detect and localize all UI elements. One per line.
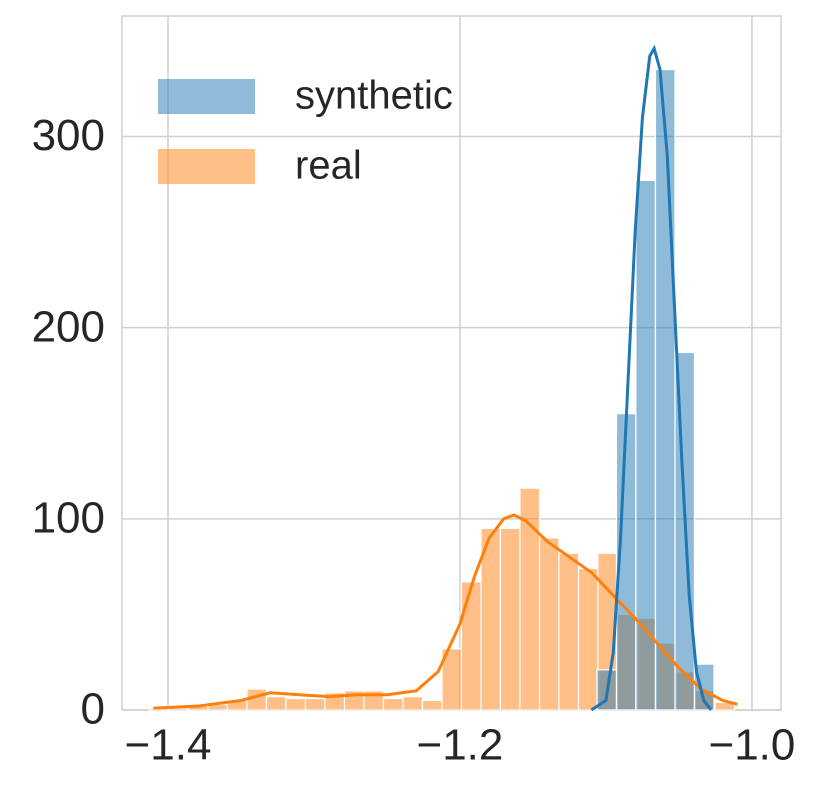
- bar: [285, 697, 307, 711]
- legend-label: synthetic: [295, 74, 453, 118]
- kde-line: [590, 44, 713, 712]
- legend-label: real: [295, 144, 362, 188]
- bar: [265, 696, 287, 711]
- kde-line: [153, 513, 738, 710]
- y-tick-label: 200: [32, 302, 105, 351]
- bar: [577, 567, 599, 711]
- bar: [519, 487, 541, 711]
- bar: [558, 552, 580, 711]
- bar: [402, 696, 424, 711]
- x-tick-label: −1.2: [417, 721, 504, 770]
- x-tick-label: −1.4: [125, 721, 212, 770]
- y-tick-label: 100: [32, 493, 105, 542]
- bar: [304, 697, 326, 711]
- y-tick-label: 300: [32, 111, 105, 160]
- bar: [421, 699, 443, 711]
- bar: [654, 68, 676, 711]
- x-tick-label: −1.0: [709, 721, 796, 770]
- bar: [382, 697, 404, 711]
- bar: [499, 527, 521, 711]
- legend-swatch: [158, 79, 255, 114]
- bar: [538, 537, 560, 711]
- bar: [460, 581, 482, 711]
- y-tick-label: 0: [81, 685, 105, 734]
- legend-swatch: [158, 149, 255, 184]
- bar: [693, 663, 715, 711]
